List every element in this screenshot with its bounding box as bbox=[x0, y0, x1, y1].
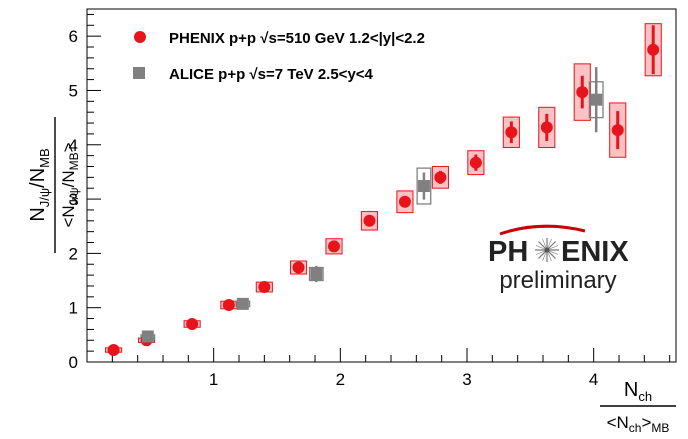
logo-swoosh-inner bbox=[511, 226, 573, 232]
data-points bbox=[107, 25, 660, 357]
phenix-point bbox=[107, 344, 120, 357]
plot-frame bbox=[86, 8, 677, 363]
alice-point bbox=[417, 180, 430, 193]
y-tick-label: 5 bbox=[69, 81, 78, 100]
legend-label-alice: ALICE p+p √s=7 TeV 2.5<y<4 bbox=[169, 66, 374, 83]
x-label-num-sub: ch bbox=[638, 389, 652, 404]
phenix-point bbox=[611, 124, 624, 137]
y-label-num: N bbox=[27, 207, 49, 221]
phenix-point bbox=[434, 171, 447, 184]
y-tick-label: 0 bbox=[69, 353, 78, 372]
y-tick-label: 3 bbox=[69, 190, 78, 209]
logo-text-right: ENIX bbox=[561, 236, 629, 268]
alice-sys-box bbox=[416, 167, 432, 205]
phenix-point bbox=[328, 240, 340, 253]
x-axis-label: Nch <Nch>MB bbox=[600, 379, 676, 435]
x-tick-label: 3 bbox=[462, 370, 471, 389]
legend-marker-phenix bbox=[134, 31, 146, 43]
y-label-den-close: > bbox=[59, 142, 78, 152]
phenix-point bbox=[540, 121, 553, 134]
y-label-num-mid: /N bbox=[27, 168, 49, 188]
y-label-num-sub2: MB bbox=[37, 148, 52, 168]
legend-marker-alice bbox=[133, 67, 145, 79]
x-label-den-close-sub: MB bbox=[651, 421, 669, 435]
phenix-point bbox=[222, 298, 235, 311]
x-label-num: N bbox=[624, 379, 638, 401]
y-label-den-sub2: MB bbox=[67, 152, 81, 170]
phenix-point bbox=[258, 281, 271, 294]
legend-label-phenix: PHENIX p+p √s=510 GeV 1.2<|y|<2.2 bbox=[169, 30, 425, 47]
phenix-point bbox=[469, 156, 482, 169]
phenix-point bbox=[363, 214, 376, 227]
y-label-den-mid: /N bbox=[59, 170, 78, 187]
y-axis-label: NJ/ψ/NMB <NJ/ψ/NMB> bbox=[27, 117, 81, 253]
y-label-den-sub: J/ψ bbox=[67, 187, 81, 205]
phenix-point bbox=[647, 43, 660, 56]
svg-text:<NJ/ψ/NMB>: <NJ/ψ/NMB> bbox=[59, 142, 81, 227]
axes: 0 1 2 3 4 5 6 1 2 3 4 bbox=[69, 13, 671, 389]
svg-text:NJ/ψ/NMB: NJ/ψ/NMB bbox=[27, 148, 52, 221]
x-tick-label: 1 bbox=[209, 370, 218, 389]
phenix-logo: PH ENIX preliminary bbox=[488, 224, 629, 294]
alice-point bbox=[590, 93, 603, 106]
logo-text-left: PH bbox=[488, 236, 528, 268]
logo-subtitle: preliminary bbox=[499, 267, 616, 294]
phenix-point bbox=[292, 261, 305, 274]
logo-swoosh bbox=[499, 224, 586, 236]
x-tick-label: 4 bbox=[589, 370, 598, 389]
legend: PHENIX p+p √s=510 GeV 1.2<|y|<2.2 ALICE … bbox=[133, 30, 425, 83]
x-tick-label: 2 bbox=[336, 370, 345, 389]
logo-star-icon bbox=[535, 238, 559, 262]
phenix-point bbox=[398, 195, 411, 208]
y-label-den: <N bbox=[59, 205, 78, 227]
y-tick-label: 6 bbox=[69, 27, 78, 46]
alice-point bbox=[141, 330, 154, 343]
svg-text:<Nch>MB: <Nch>MB bbox=[607, 413, 670, 435]
y-tick-label: 4 bbox=[69, 136, 78, 155]
y-tick-label: 2 bbox=[69, 244, 78, 263]
phenix-point bbox=[505, 126, 518, 139]
phenix-point bbox=[576, 86, 589, 99]
x-label-den-close: > bbox=[641, 413, 651, 432]
y-tick-label: 1 bbox=[69, 299, 78, 318]
phenix-point bbox=[186, 317, 199, 330]
x-label-den: <N bbox=[607, 413, 629, 432]
y-label-num-sub: J/ψ bbox=[37, 188, 52, 207]
alice-point bbox=[310, 268, 323, 281]
x-label-den-sub: ch bbox=[629, 421, 642, 435]
svg-text:Nch: Nch bbox=[624, 379, 652, 404]
alice-point bbox=[236, 297, 249, 310]
